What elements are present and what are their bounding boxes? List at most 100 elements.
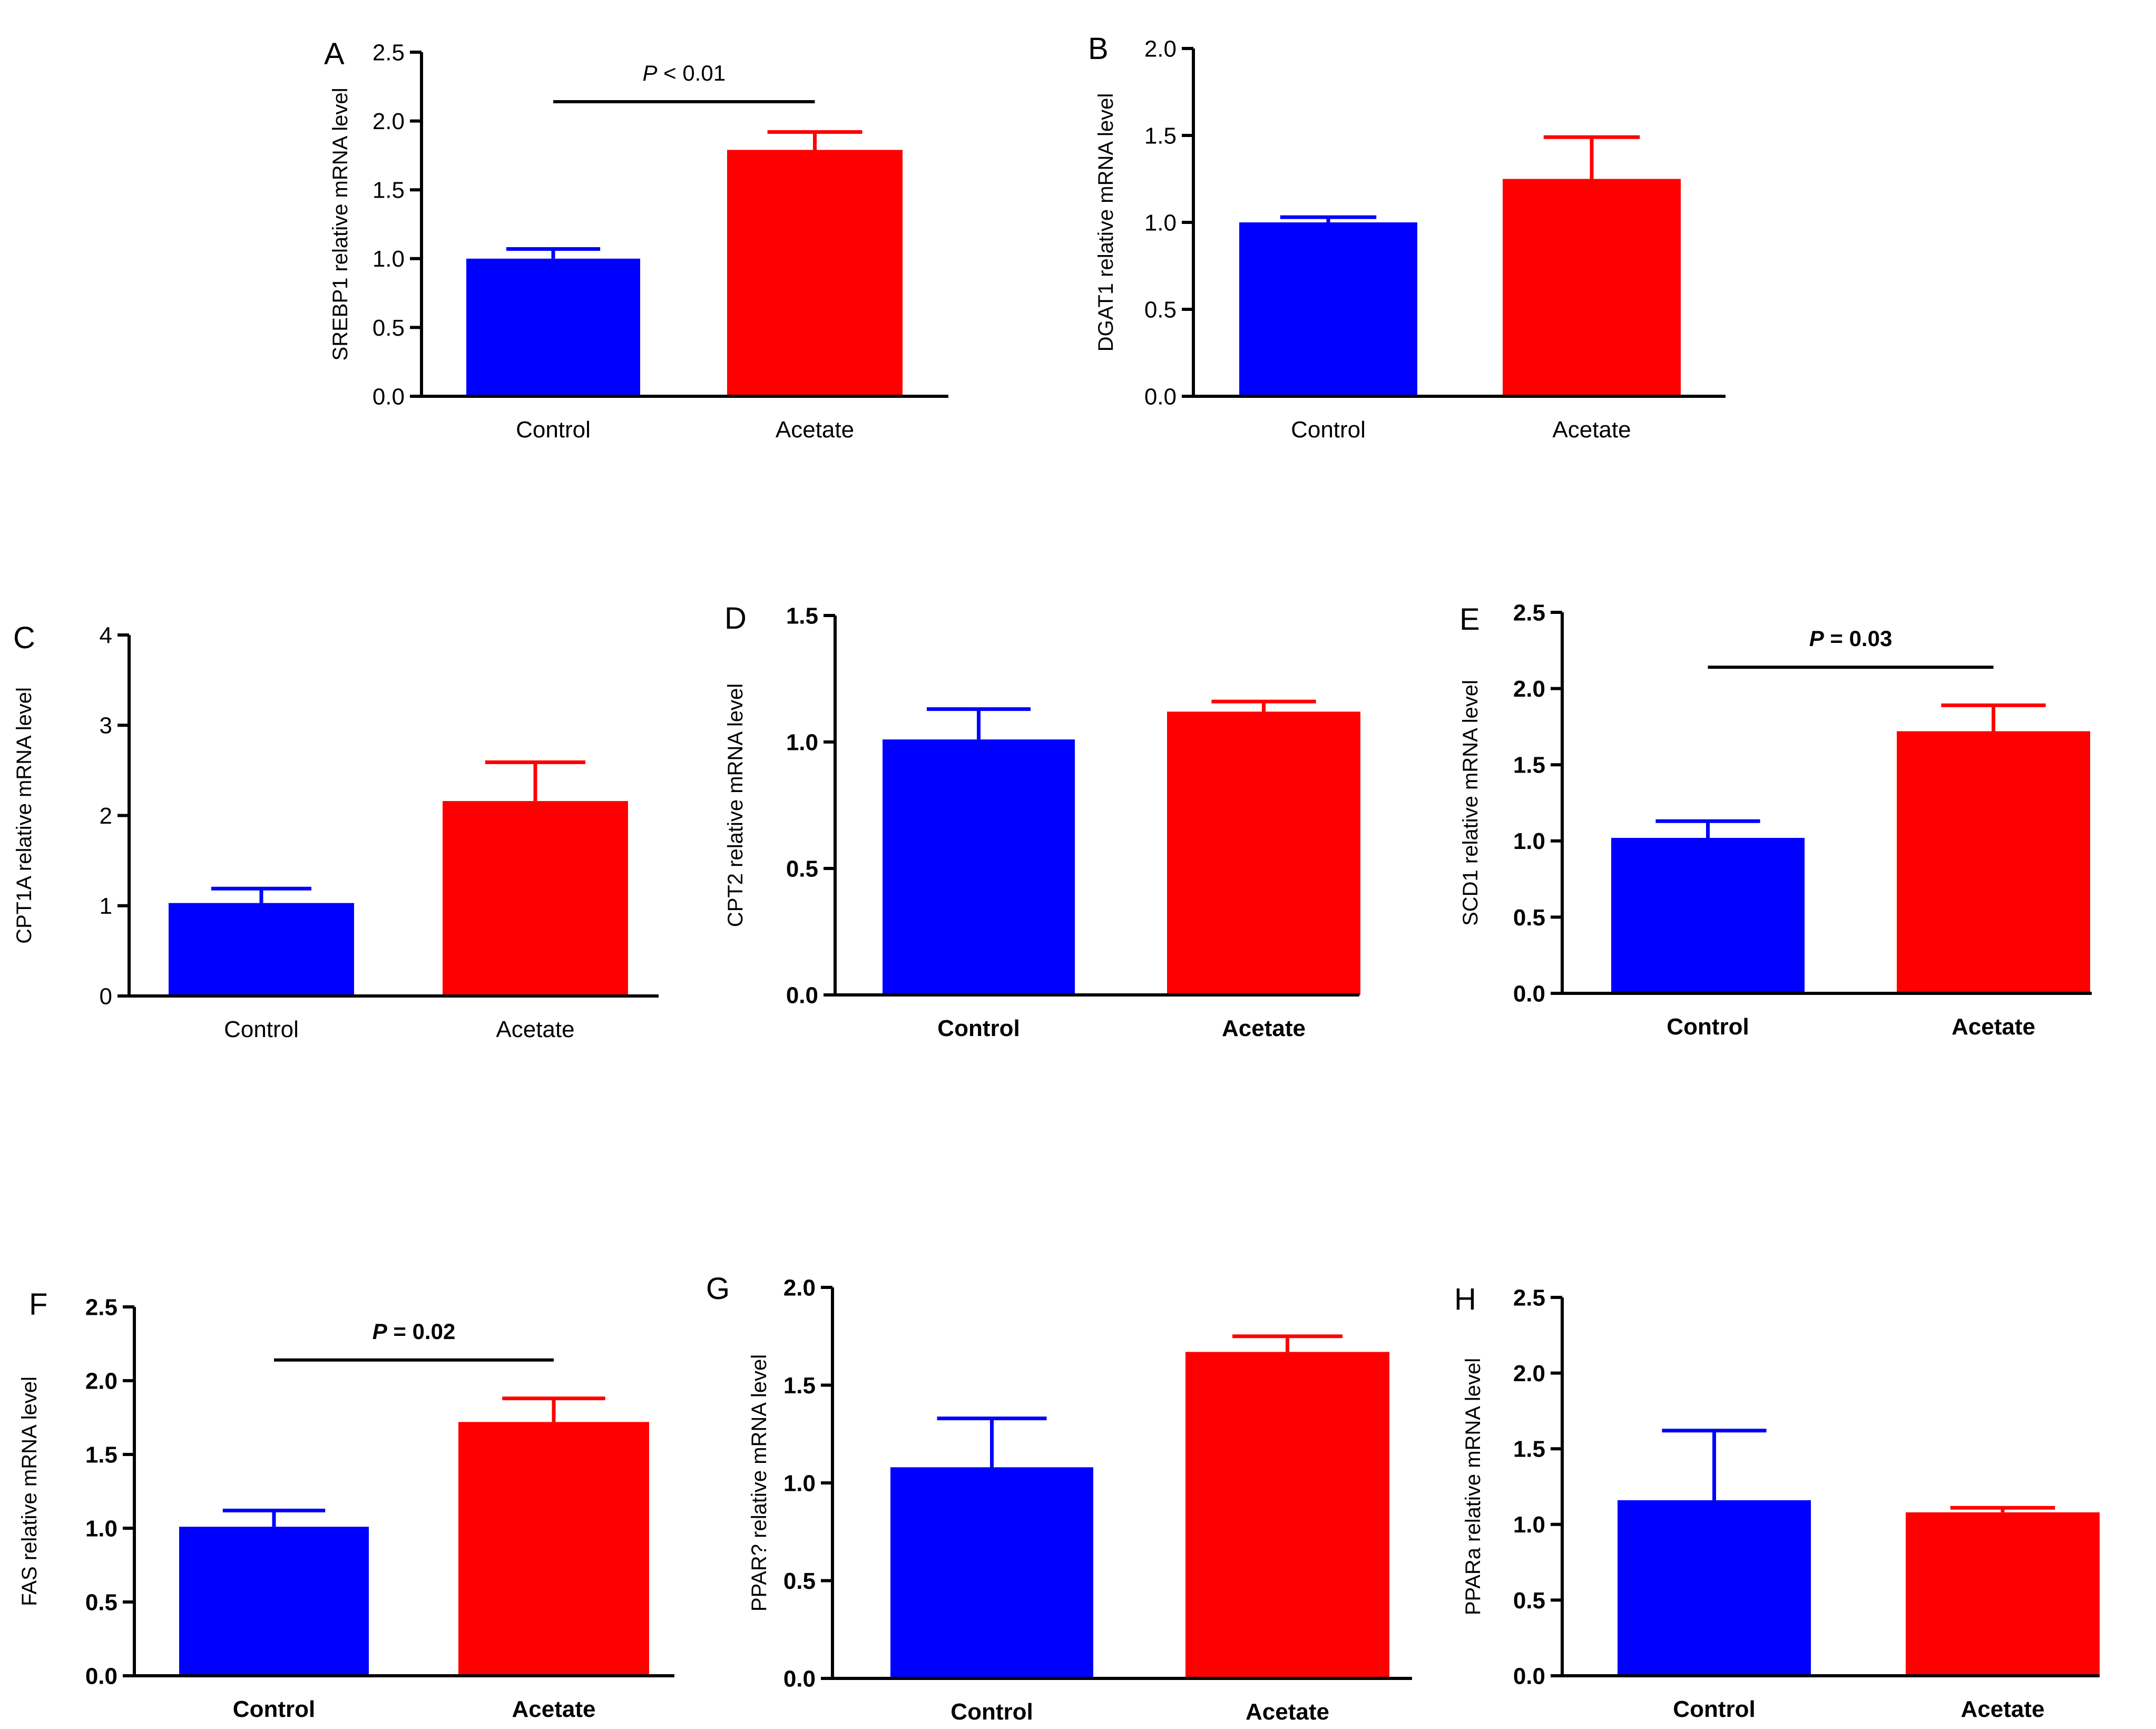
y-tick-label: 2.5 <box>85 1294 117 1320</box>
y-axis-label: FAS relative mRNA level <box>18 1376 41 1606</box>
panel-letter: B <box>1088 32 1109 66</box>
y-axis-label: CPT1A relative mRNA level <box>13 687 36 944</box>
y-tick-label: 2.0 <box>783 1275 816 1301</box>
y-tick-label: 1.0 <box>1513 828 1545 854</box>
panel-letter: D <box>724 601 747 636</box>
y-tick-label: 0 <box>100 983 112 1009</box>
y-tick-label: 1.5 <box>786 603 818 629</box>
bar-control <box>1239 222 1417 396</box>
bar-control <box>1611 838 1805 993</box>
x-tick-label: Control <box>937 1015 1020 1041</box>
y-axis-label: DGAT1 relative mRNA level <box>1094 93 1118 352</box>
x-tick-label: Acetate <box>512 1696 596 1722</box>
y-tick-label: 1.0 <box>783 1470 816 1496</box>
y-tick-label: 1.0 <box>1513 1512 1545 1538</box>
significance-label: P = 0.02 <box>373 1319 456 1344</box>
bar-control <box>1618 1500 1811 1676</box>
y-tick-label: 2.5 <box>373 40 405 65</box>
y-tick-label: 0.5 <box>1513 905 1545 931</box>
y-tick-label: 1.5 <box>1513 1437 1545 1462</box>
x-tick-label: Acetate <box>1961 1696 2045 1722</box>
chart-panel-f: F FAS relative mRNA level Control Acetate 0.… <box>18 1287 674 1722</box>
bar-acetate <box>1897 731 2090 993</box>
x-tick-label: Control <box>1291 417 1366 443</box>
bar-control <box>179 1527 369 1676</box>
bar-acetate <box>1167 711 1360 995</box>
bar-control <box>890 1467 1093 1678</box>
y-axis-label: SREBP1 relative mRNA level <box>329 88 352 361</box>
x-tick-label: Control <box>1673 1696 1755 1722</box>
y-tick-label: 1.5 <box>1513 753 1545 778</box>
chart-panel-g: G PPAR? relative mRNA level Control Acetate… <box>706 1272 1412 1725</box>
y-axis-label: PPARa relative mRNA level <box>1462 1358 1485 1615</box>
bar-control <box>169 903 354 996</box>
bar-acetate <box>1185 1352 1389 1678</box>
y-tick-label: 0.5 <box>786 856 818 882</box>
y-tick-label: 2.0 <box>1144 36 1177 62</box>
y-tick-label: 4 <box>100 622 112 648</box>
y-axis-label: PPAR? relative mRNA level <box>748 1354 771 1611</box>
significance-label: P < 0.01 <box>642 61 726 85</box>
panel-letter: A <box>324 37 345 71</box>
y-tick-label: 2 <box>100 803 112 829</box>
y-tick-label: 0.0 <box>786 982 818 1008</box>
y-tick-label: 2.0 <box>1513 676 1545 702</box>
x-tick-label: Control <box>516 417 591 443</box>
y-tick-label: 1 <box>100 893 112 919</box>
bar-control <box>466 258 640 396</box>
y-tick-label: 0.0 <box>1513 981 1545 1007</box>
bar-acetate <box>1503 179 1681 396</box>
y-tick-label: 1.5 <box>1144 123 1177 149</box>
chart-panel-c: C CPT1A relative mRNA level Control Acetate… <box>13 621 659 1042</box>
chart-panel-a: A SREBP1 relative mRNA level Control Acetat… <box>324 37 948 443</box>
y-tick-label: 0.5 <box>783 1568 816 1594</box>
y-tick-label: 0.5 <box>85 1589 117 1615</box>
bar-acetate <box>1906 1512 2100 1676</box>
y-axis-label: SCD1 relative mRNA level <box>1459 680 1482 926</box>
x-tick-label: Acetate <box>1246 1699 1329 1725</box>
y-tick-label: 0.5 <box>1144 297 1177 323</box>
y-tick-label: 2.5 <box>1513 1285 1545 1311</box>
x-tick-label: Control <box>1667 1014 1749 1040</box>
significance-label: P = 0.03 <box>1809 626 1893 651</box>
x-tick-label: Acetate <box>1952 1014 2035 1040</box>
panel-letter: E <box>1459 602 1480 637</box>
x-tick-label: Control <box>233 1696 315 1722</box>
y-tick-label: 1.5 <box>783 1373 816 1399</box>
y-tick-label: 1.0 <box>1144 210 1177 236</box>
y-tick-label: 3 <box>100 713 112 739</box>
chart-panel-d: D CPT2 relative mRNA level Control Acetate 0… <box>724 601 1360 1041</box>
y-tick-label: 1.0 <box>85 1516 117 1541</box>
y-tick-label: 0.0 <box>783 1666 816 1692</box>
panel-letter: H <box>1454 1282 1476 1316</box>
x-tick-label: Control <box>224 1017 299 1042</box>
y-tick-label: 2.0 <box>1513 1361 1545 1386</box>
y-axis-label: CPT2 relative mRNA level <box>724 683 747 927</box>
panel-letter: C <box>13 621 35 655</box>
y-tick-label: 2.0 <box>85 1368 117 1394</box>
y-tick-label: 2.5 <box>1513 600 1545 626</box>
panel-letter: F <box>29 1287 47 1322</box>
y-tick-label: 1.5 <box>373 178 405 203</box>
y-tick-label: 0.0 <box>1513 1663 1545 1689</box>
y-tick-label: 0.0 <box>85 1663 117 1689</box>
panel-letter: G <box>706 1272 730 1306</box>
chart-panel-h: H PPARa relative mRNA level Control Acetate… <box>1454 1282 2100 1722</box>
chart-panel-b: B DGAT1 relative mRNA level Control Acetate… <box>1088 32 1726 443</box>
chart-panel-e: E SCD1 relative mRNA level Control Acetate 0… <box>1459 600 2092 1040</box>
y-tick-label: 1.5 <box>85 1442 117 1468</box>
x-tick-label: Acetate <box>1222 1015 1306 1041</box>
bar-control <box>883 739 1075 995</box>
x-tick-label: Acetate <box>1552 417 1631 443</box>
y-tick-label: 0.0 <box>373 384 405 409</box>
x-tick-label: Acetate <box>496 1017 574 1042</box>
x-tick-label: Acetate <box>776 417 854 443</box>
x-tick-label: Control <box>950 1699 1033 1725</box>
y-tick-label: 1.0 <box>786 729 818 755</box>
bar-acetate <box>727 150 903 396</box>
y-tick-label: 0.5 <box>373 315 405 341</box>
y-tick-label: 0.0 <box>1144 384 1177 409</box>
bar-acetate <box>443 801 628 996</box>
y-tick-label: 2.0 <box>373 109 405 134</box>
y-tick-label: 1.0 <box>373 246 405 272</box>
